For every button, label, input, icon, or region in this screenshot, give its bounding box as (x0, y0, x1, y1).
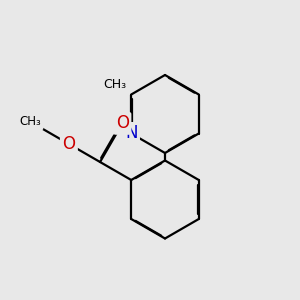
Text: O: O (116, 114, 129, 132)
Text: O: O (62, 135, 75, 153)
Text: CH₃: CH₃ (103, 78, 126, 91)
Text: CH₃: CH₃ (20, 116, 42, 128)
Text: N: N (125, 124, 137, 142)
